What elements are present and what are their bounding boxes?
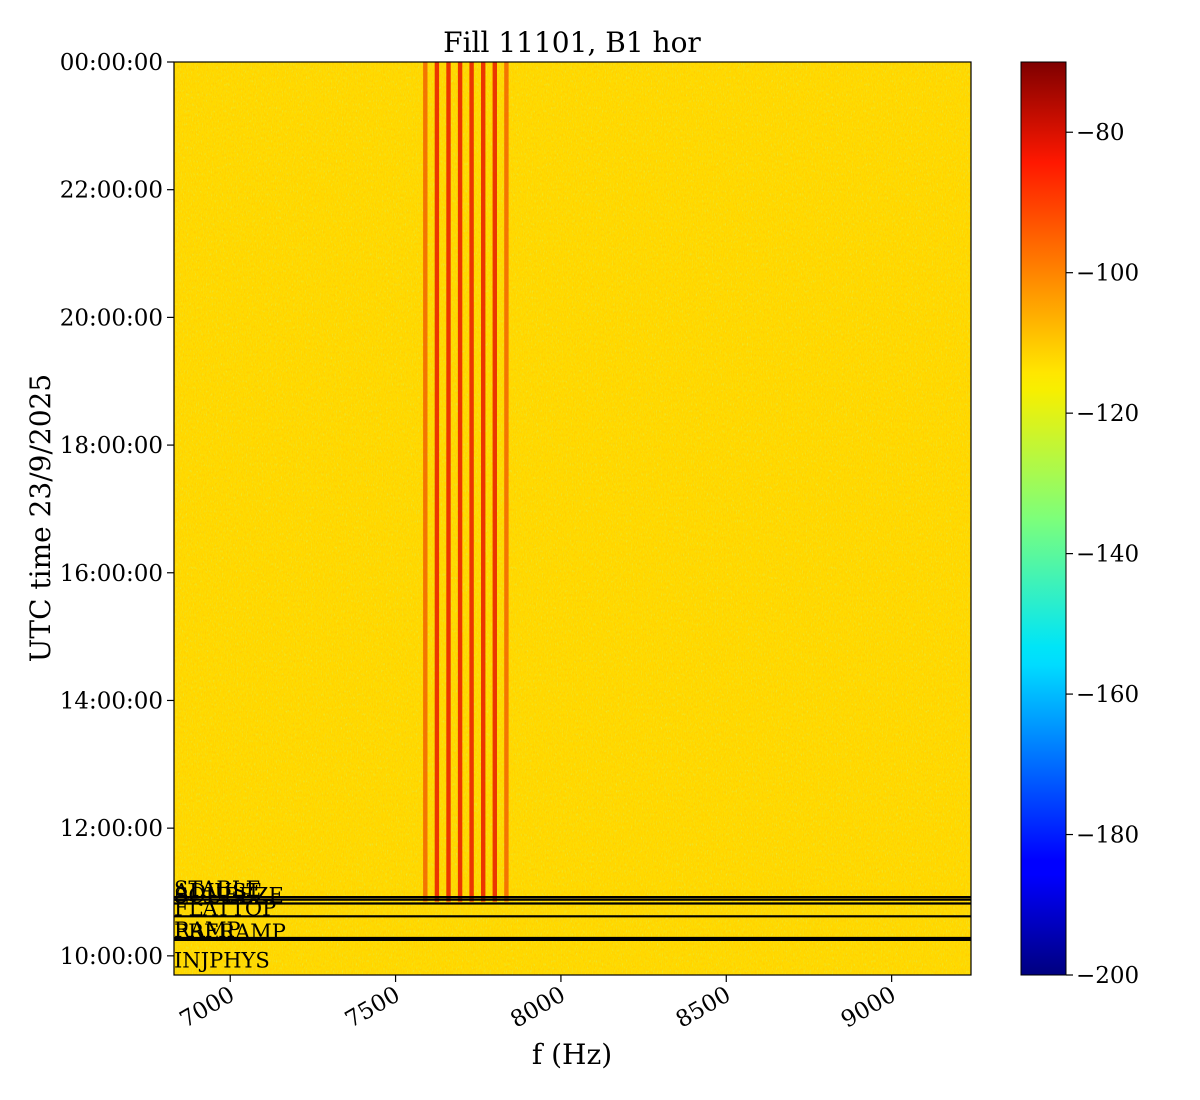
spectral-line-7800	[492, 62, 497, 902]
y-tick-label: 20:00:00	[60, 305, 163, 331]
colorbar-tick-label: −200	[1076, 963, 1139, 989]
y-tick-label: 22:00:00	[60, 178, 163, 204]
x-axis-label: f (Hz)	[532, 1038, 612, 1071]
spectral-line-7660	[446, 62, 451, 902]
y-tick-label: 18:00:00	[60, 433, 163, 459]
phase-labels: INJPHYS PRERAMPRAMPFLATTOPSQUEEZEADJUSTST…	[173, 877, 286, 973]
phase-label-injphys: INJPHYS	[174, 949, 270, 973]
x-tick-label: 7000	[175, 982, 239, 1034]
plot-frame	[173, 61, 972, 976]
y-tick-label: 14:00:00	[60, 689, 163, 715]
colorbar-tick-label: −160	[1076, 682, 1139, 708]
colorbar-tick-label: −140	[1076, 542, 1139, 568]
colorbar-tick-label: −80	[1076, 120, 1125, 146]
spectral-line-7625	[434, 62, 440, 902]
colorbar-tick-label: −120	[1076, 401, 1139, 427]
colorbar: −200 −180 −160 −140 −120 −100 −80	[1020, 61, 1139, 989]
phase-label-flattop: FLATTOP	[174, 896, 276, 920]
spectral-line-7835	[504, 62, 509, 902]
spectral-lines	[423, 62, 509, 902]
y-tick-label: 10:00:00	[60, 944, 163, 970]
colorbar-tick-label: −100	[1076, 261, 1139, 287]
phase-lines	[174, 895, 971, 942]
x-tick-label: 7500	[341, 982, 405, 1034]
colorbar-ticks: −200 −180 −160 −140 −120 −100 −80	[1066, 120, 1139, 989]
x-axis: 7000 7500 8000 8500 9000	[175, 975, 901, 1034]
phase-label-squeeze: SQUEEZE	[174, 884, 284, 908]
x-tick-label: 9000	[837, 982, 901, 1034]
phase-label-preramp: PRERAMP	[174, 920, 286, 944]
spectral-line-7590	[423, 62, 428, 902]
colorbar-tick-label: −180	[1076, 823, 1139, 849]
x-tick-label: 8500	[672, 982, 736, 1034]
y-tick-label: 12:00:00	[60, 816, 163, 842]
x-tick-label: 8000	[506, 982, 570, 1034]
y-axis: 10:00:00 12:00:00 14:00:00 16:00:00 18:00:00…	[60, 50, 174, 970]
chart-title: Fill 11101, B1 hor	[443, 26, 701, 59]
colorbar-gradient	[1020, 61, 1067, 976]
spectral-line-7730	[469, 62, 474, 902]
spectral-line-7695	[457, 62, 463, 902]
spectral-line-7765	[481, 62, 486, 902]
y-tick-label: 00:00:00	[60, 50, 163, 76]
phase-label-adjust: ADJUST	[173, 880, 261, 904]
y-tick-label: 16:00:00	[60, 561, 163, 587]
phase-label-stable: STABLE	[174, 877, 261, 901]
phase-label-ramp: RAMP	[174, 918, 241, 942]
plot-area	[174, 62, 971, 975]
y-axis-label: UTC time 23/9/2025	[24, 374, 57, 662]
spectrogram-noise-green	[174, 62, 971, 975]
